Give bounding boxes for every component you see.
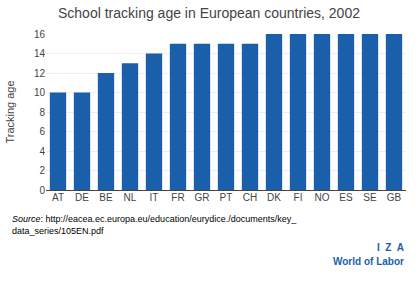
svg-text:School tracking age in Europea: School tracking age in European countrie… xyxy=(58,5,360,21)
svg-text:12: 12 xyxy=(34,68,46,79)
svg-text:GB: GB xyxy=(387,192,402,203)
svg-text:DE: DE xyxy=(75,192,89,203)
svg-text:BE: BE xyxy=(99,192,113,203)
svg-text:AT: AT xyxy=(52,192,64,203)
svg-text:FI: FI xyxy=(294,192,303,203)
svg-text:0: 0 xyxy=(39,185,45,196)
svg-text:SE: SE xyxy=(363,192,377,203)
svg-text:IT: IT xyxy=(150,192,159,203)
svg-text:Source: http://eacea.ec.europa: Source: http://eacea.ec.europa.eu/educat… xyxy=(12,214,297,236)
svg-text:NO: NO xyxy=(315,192,330,203)
svg-text:NL: NL xyxy=(124,192,137,203)
svg-text:FR: FR xyxy=(171,192,184,203)
svg-text:DK: DK xyxy=(267,192,281,203)
svg-text:10: 10 xyxy=(34,87,46,98)
svg-text:14: 14 xyxy=(34,48,46,59)
svg-text:ES: ES xyxy=(339,192,353,203)
svg-text:I Z A: I Z A xyxy=(377,242,404,253)
svg-text:Tracking age: Tracking age xyxy=(4,80,16,143)
svg-text:PT: PT xyxy=(220,192,233,203)
svg-text:GR: GR xyxy=(195,192,210,203)
svg-text:8: 8 xyxy=(39,107,45,118)
svg-text:4: 4 xyxy=(39,146,45,157)
svg-text:CH: CH xyxy=(243,192,257,203)
svg-text:6: 6 xyxy=(39,126,45,137)
svg-text:World of Labor: World of Labor xyxy=(333,256,404,267)
svg-text:16: 16 xyxy=(34,29,46,40)
svg-text:2: 2 xyxy=(39,165,45,176)
